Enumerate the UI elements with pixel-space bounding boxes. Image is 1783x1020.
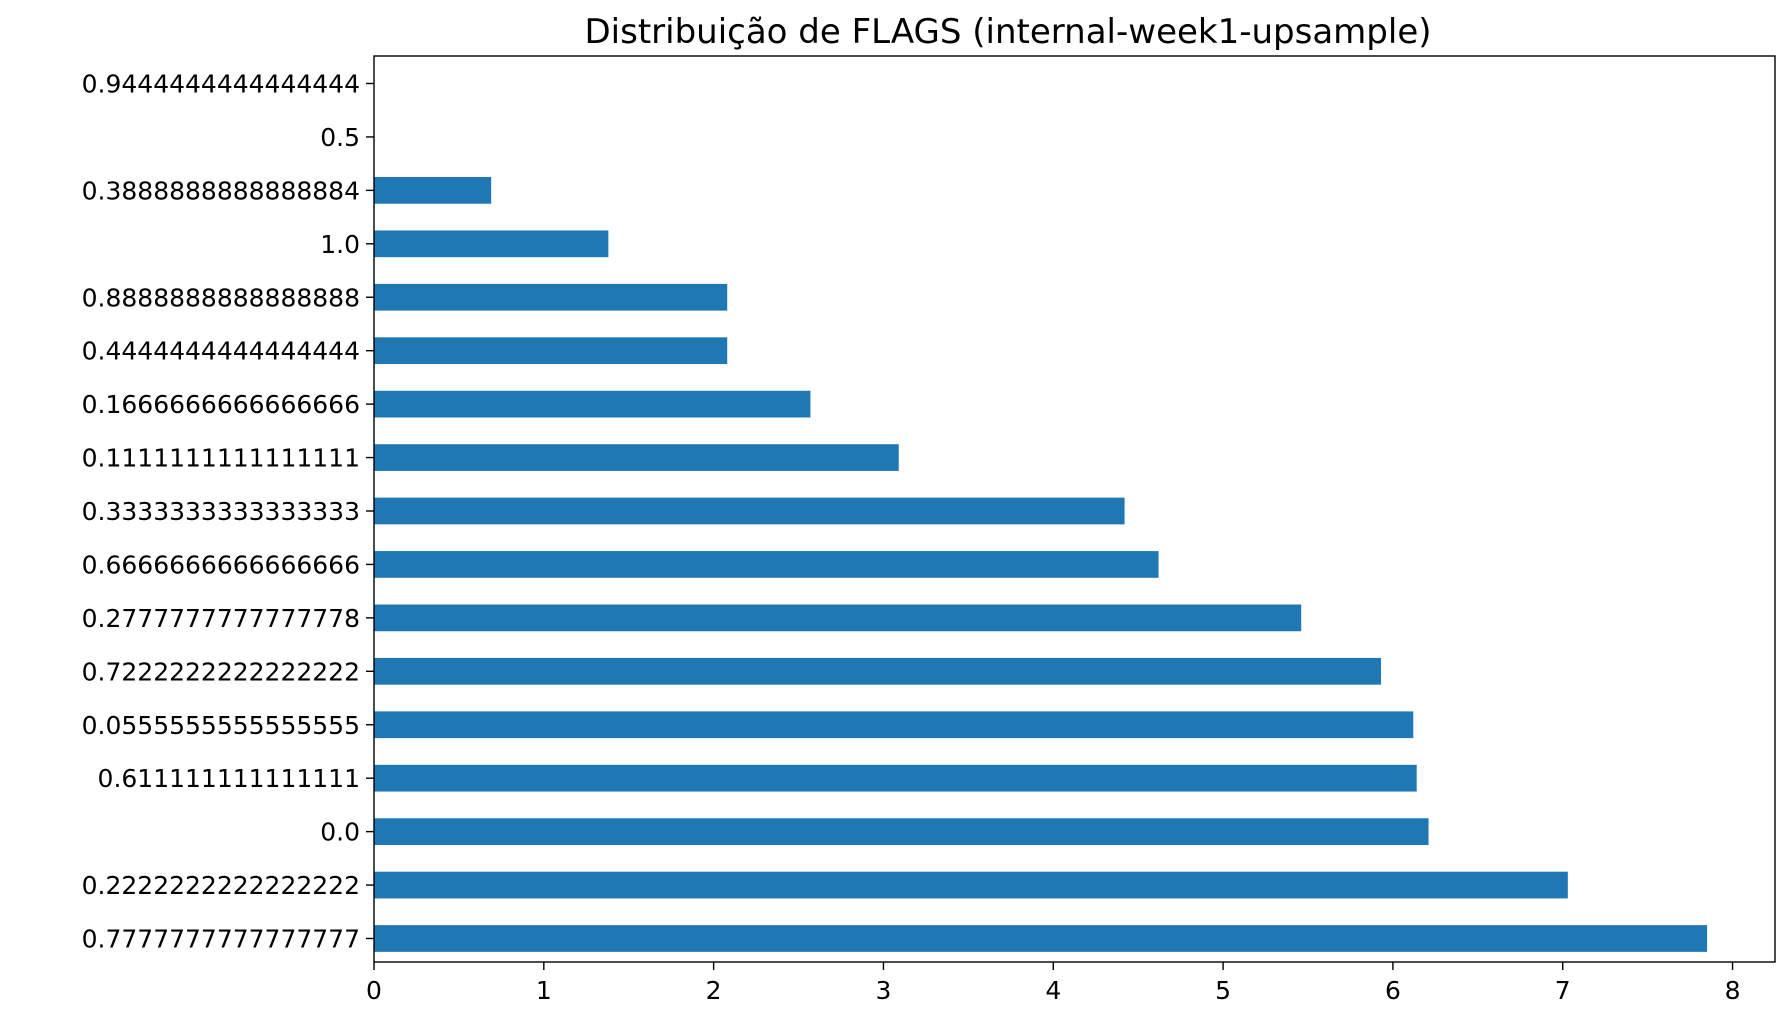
x-tick-label: 4: [1045, 976, 1061, 1005]
bar: [374, 657, 1382, 685]
bar: [374, 764, 1417, 792]
y-tick-label: 0.3333333333333333: [82, 497, 360, 526]
y-tick-label: 0.9444444444444444: [82, 70, 360, 99]
axes-frame: [373, 55, 1776, 963]
y-tick-label: 1.0: [320, 230, 360, 259]
y-tick-label: 0.4444444444444444: [82, 337, 360, 366]
y-tick-label: 0.1111111111111111: [82, 444, 360, 473]
bar: [374, 230, 609, 258]
y-tick-label: 0.0: [320, 818, 360, 847]
bar: [374, 337, 728, 365]
x-tick-label: 1: [536, 976, 552, 1005]
bar: [374, 497, 1125, 525]
plot-area: 0.7777777777777777 0.2222222222222222 0.0 0…: [82, 55, 1776, 1005]
bar: [374, 604, 1302, 632]
y-tick-label: 0.6666666666666666: [82, 550, 360, 579]
y-tick-label: 0.5: [320, 123, 360, 152]
x-tick-label: 0: [366, 976, 382, 1005]
y-tick-label: 0.0555555555555555: [82, 711, 360, 740]
bar: [374, 711, 1414, 739]
bar: [374, 871, 1568, 899]
bar: [374, 551, 1159, 578]
y-tick-label: 0.611111111111111: [98, 764, 360, 793]
y-tick-label: 0.2777777777777778: [82, 604, 360, 633]
x-tick-label: 6: [1385, 976, 1401, 1005]
x-tick-label: 2: [706, 976, 722, 1005]
bar: [374, 390, 811, 418]
y-tick-label: 0.8888888888888888: [82, 283, 360, 312]
x-tick-label: 7: [1555, 976, 1571, 1005]
x-tick-label: 8: [1725, 976, 1741, 1005]
bar: [374, 444, 899, 471]
bar: [374, 925, 1708, 952]
y-tick-label: 0.7222222222222222: [82, 657, 360, 686]
x-tick-label: 5: [1215, 976, 1231, 1005]
y-tick-label: 0.7777777777777777: [82, 925, 360, 954]
x-tick-label: 3: [876, 976, 892, 1005]
bar: [374, 818, 1429, 845]
bar: [374, 283, 728, 311]
y-tick-label: 0.3888888888888884: [82, 176, 360, 205]
y-tick-label: 0.1666666666666666: [82, 390, 360, 419]
bar: [374, 177, 492, 204]
chart-title: Distribuição de FLAGS (internal-week1-up…: [584, 12, 1431, 52]
y-tick-label: 0.2222222222222222: [82, 871, 360, 900]
